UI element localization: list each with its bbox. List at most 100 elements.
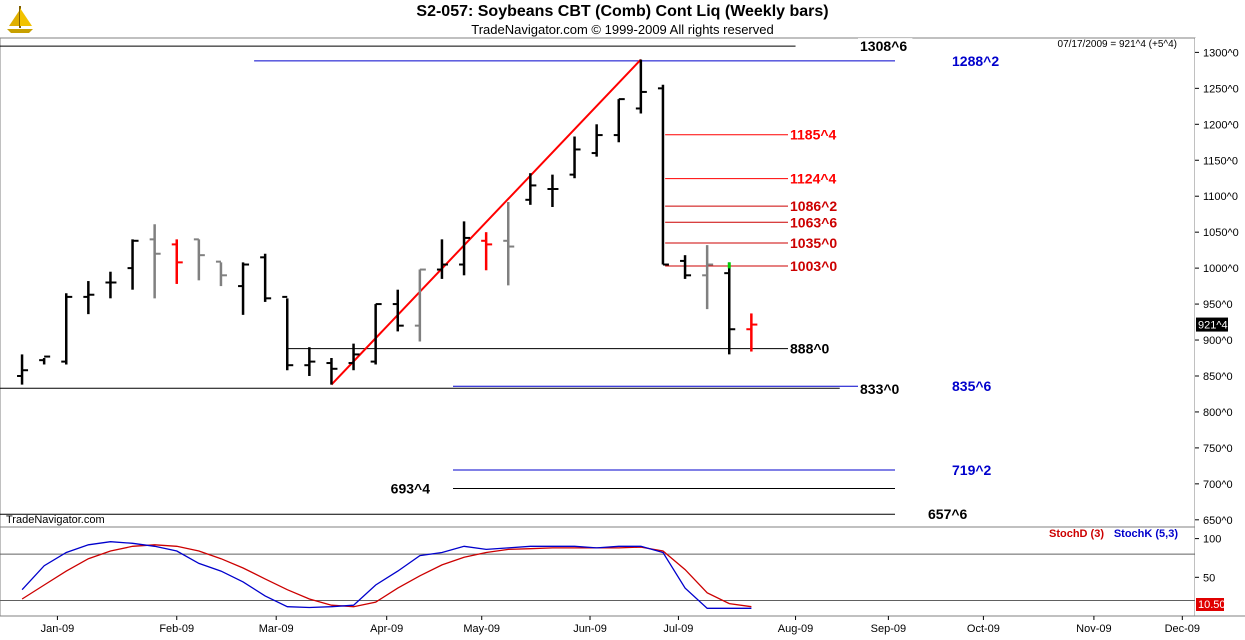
ohlc-bar <box>370 303 382 365</box>
date-tick-label: Apr-09 <box>370 623 403 635</box>
level-label: 693^4 <box>391 481 431 497</box>
ohlc-bar <box>215 260 227 287</box>
level-label: 657^6 <box>928 506 968 522</box>
ohlc-bar <box>635 59 647 114</box>
date-tick-label: Jun-09 <box>573 623 607 635</box>
ohlc-bar <box>414 268 426 342</box>
level-label: 835^6 <box>952 378 992 394</box>
date-tick-label: Aug-09 <box>778 623 813 635</box>
date-axis <box>0 616 1245 640</box>
level-label-bg <box>950 52 1005 68</box>
ohlc-bar <box>39 355 51 365</box>
ohlc-bar <box>503 201 515 286</box>
level-label: 888^0 <box>790 341 830 357</box>
ohlc-bar <box>17 354 29 385</box>
stoch-last-label: 10.50 <box>1198 599 1226 611</box>
date-tick-label: Nov-09 <box>1076 623 1111 635</box>
level-label: 1185^4 <box>790 127 837 143</box>
price-tick-label: 1100^0 <box>1203 191 1238 203</box>
level-label-bg <box>788 126 843 142</box>
ohlc-bar <box>525 173 537 205</box>
price-tick-label: 850^0 <box>1203 371 1233 383</box>
ohlc-bars <box>17 59 758 385</box>
price-tick-label: 800^0 <box>1203 407 1233 419</box>
ohlc-bar <box>326 358 338 385</box>
chart-header: S2-057: Soybeans CBT (Comb) Cont Liq (We… <box>0 0 1245 38</box>
price-tick-label: 1250^0 <box>1203 83 1239 95</box>
ohlc-bar <box>193 238 205 281</box>
date-tick-label: May-09 <box>463 623 500 635</box>
stoch-tick-labels: 50 100 <box>1195 534 1221 584</box>
ohlc-bar <box>481 232 493 271</box>
ohlc-bar <box>680 255 692 279</box>
price-panel <box>0 37 1196 528</box>
ohlc-bar <box>657 84 669 266</box>
level-label: 1063^6 <box>790 214 837 230</box>
last-price-marker: 921^4 <box>1196 317 1228 332</box>
ohlc-bar <box>105 271 117 299</box>
ohlc-bar <box>149 224 161 299</box>
ohlc-bar <box>436 239 448 279</box>
date-tick-label: Jul-09 <box>663 623 693 635</box>
price-tick-label: 650^0 <box>1203 515 1233 527</box>
last-price-box <box>1196 317 1228 332</box>
ohlc-bar <box>348 343 360 371</box>
price-tick-labels: 650^0 700^0 750^0 800^0 850^0 900^0 950^0 1000^… <box>1195 47 1239 527</box>
date-tick-label: Feb-09 <box>159 623 194 635</box>
level-label-bg <box>788 257 843 273</box>
ohlc-bar <box>702 245 714 310</box>
price-tick-label: 1300^0 <box>1203 47 1239 59</box>
ohlc-bar <box>282 295 294 371</box>
level-label: 833^0 <box>860 381 900 397</box>
date-tick-label: Jan-09 <box>41 623 75 635</box>
price-tick-label: 1000^0 <box>1203 263 1239 275</box>
ohlc-bar <box>304 347 316 376</box>
chart-title: S2-057: Soybeans CBT (Comb) Cont Liq (We… <box>416 3 829 20</box>
price-tick-label: 950^0 <box>1203 299 1233 311</box>
level-label: 1308^6 <box>860 38 907 54</box>
ohlc-bar <box>238 262 250 315</box>
ohlc-bar <box>547 174 559 207</box>
price-tick-label: 900^0 <box>1203 335 1233 347</box>
date-tick-label: Dec-09 <box>1165 623 1200 635</box>
stoch-tick-label: 50 <box>1203 572 1215 584</box>
level-label: 719^2 <box>952 462 992 478</box>
ohlc-bar <box>171 239 183 284</box>
ohlc-bar <box>61 293 73 365</box>
ohlc-bar <box>459 221 471 276</box>
stoch-last-marker: 10.50 <box>1196 598 1226 611</box>
stoch-panel <box>0 526 1196 617</box>
copyright-text: TradeNavigator.com © 1999-2009 All right… <box>471 22 774 37</box>
level-label: 1003^0 <box>790 258 837 274</box>
level-label: 1124^4 <box>790 171 837 187</box>
ohlc-bar <box>392 289 404 332</box>
stoch-line <box>21 541 752 609</box>
level-label-bg <box>926 506 972 522</box>
price-tick-label: 750^0 <box>1203 443 1233 455</box>
ohlc-bar <box>260 253 272 302</box>
ohlc-bar <box>746 313 758 352</box>
level-label-bg <box>788 198 843 214</box>
date-tick-labels: Jan-09 Feb-09 Mar-09 Apr-09 May-09 Jun-09 Jul-… <box>41 616 1200 635</box>
stoch-last-box <box>1196 598 1224 611</box>
stoch-tick-label: 100 <box>1203 534 1221 546</box>
level-label-bg <box>788 170 843 186</box>
trendline <box>330 58 642 386</box>
level-label-bg <box>950 378 996 394</box>
level-label-bg <box>858 380 904 396</box>
ohlc-bar <box>569 136 581 179</box>
legend-stochd: StochD (3) <box>1049 528 1104 540</box>
trendlines <box>330 58 642 386</box>
price-tick-label: 700^0 <box>1203 479 1233 491</box>
level-label-bg <box>788 214 843 230</box>
ohlc-bar <box>724 262 736 355</box>
level-label: 1288^2 <box>952 53 999 69</box>
stoch-legend: StochD (3) StochK (5,3) <box>1049 528 1178 540</box>
price-tick-label: 1050^0 <box>1203 227 1239 239</box>
level-label-bg <box>386 480 432 496</box>
date-tick-label: Sep-09 <box>871 623 906 635</box>
last-price-label: 921^4 <box>1198 320 1228 332</box>
level-label: 1035^0 <box>790 235 837 251</box>
